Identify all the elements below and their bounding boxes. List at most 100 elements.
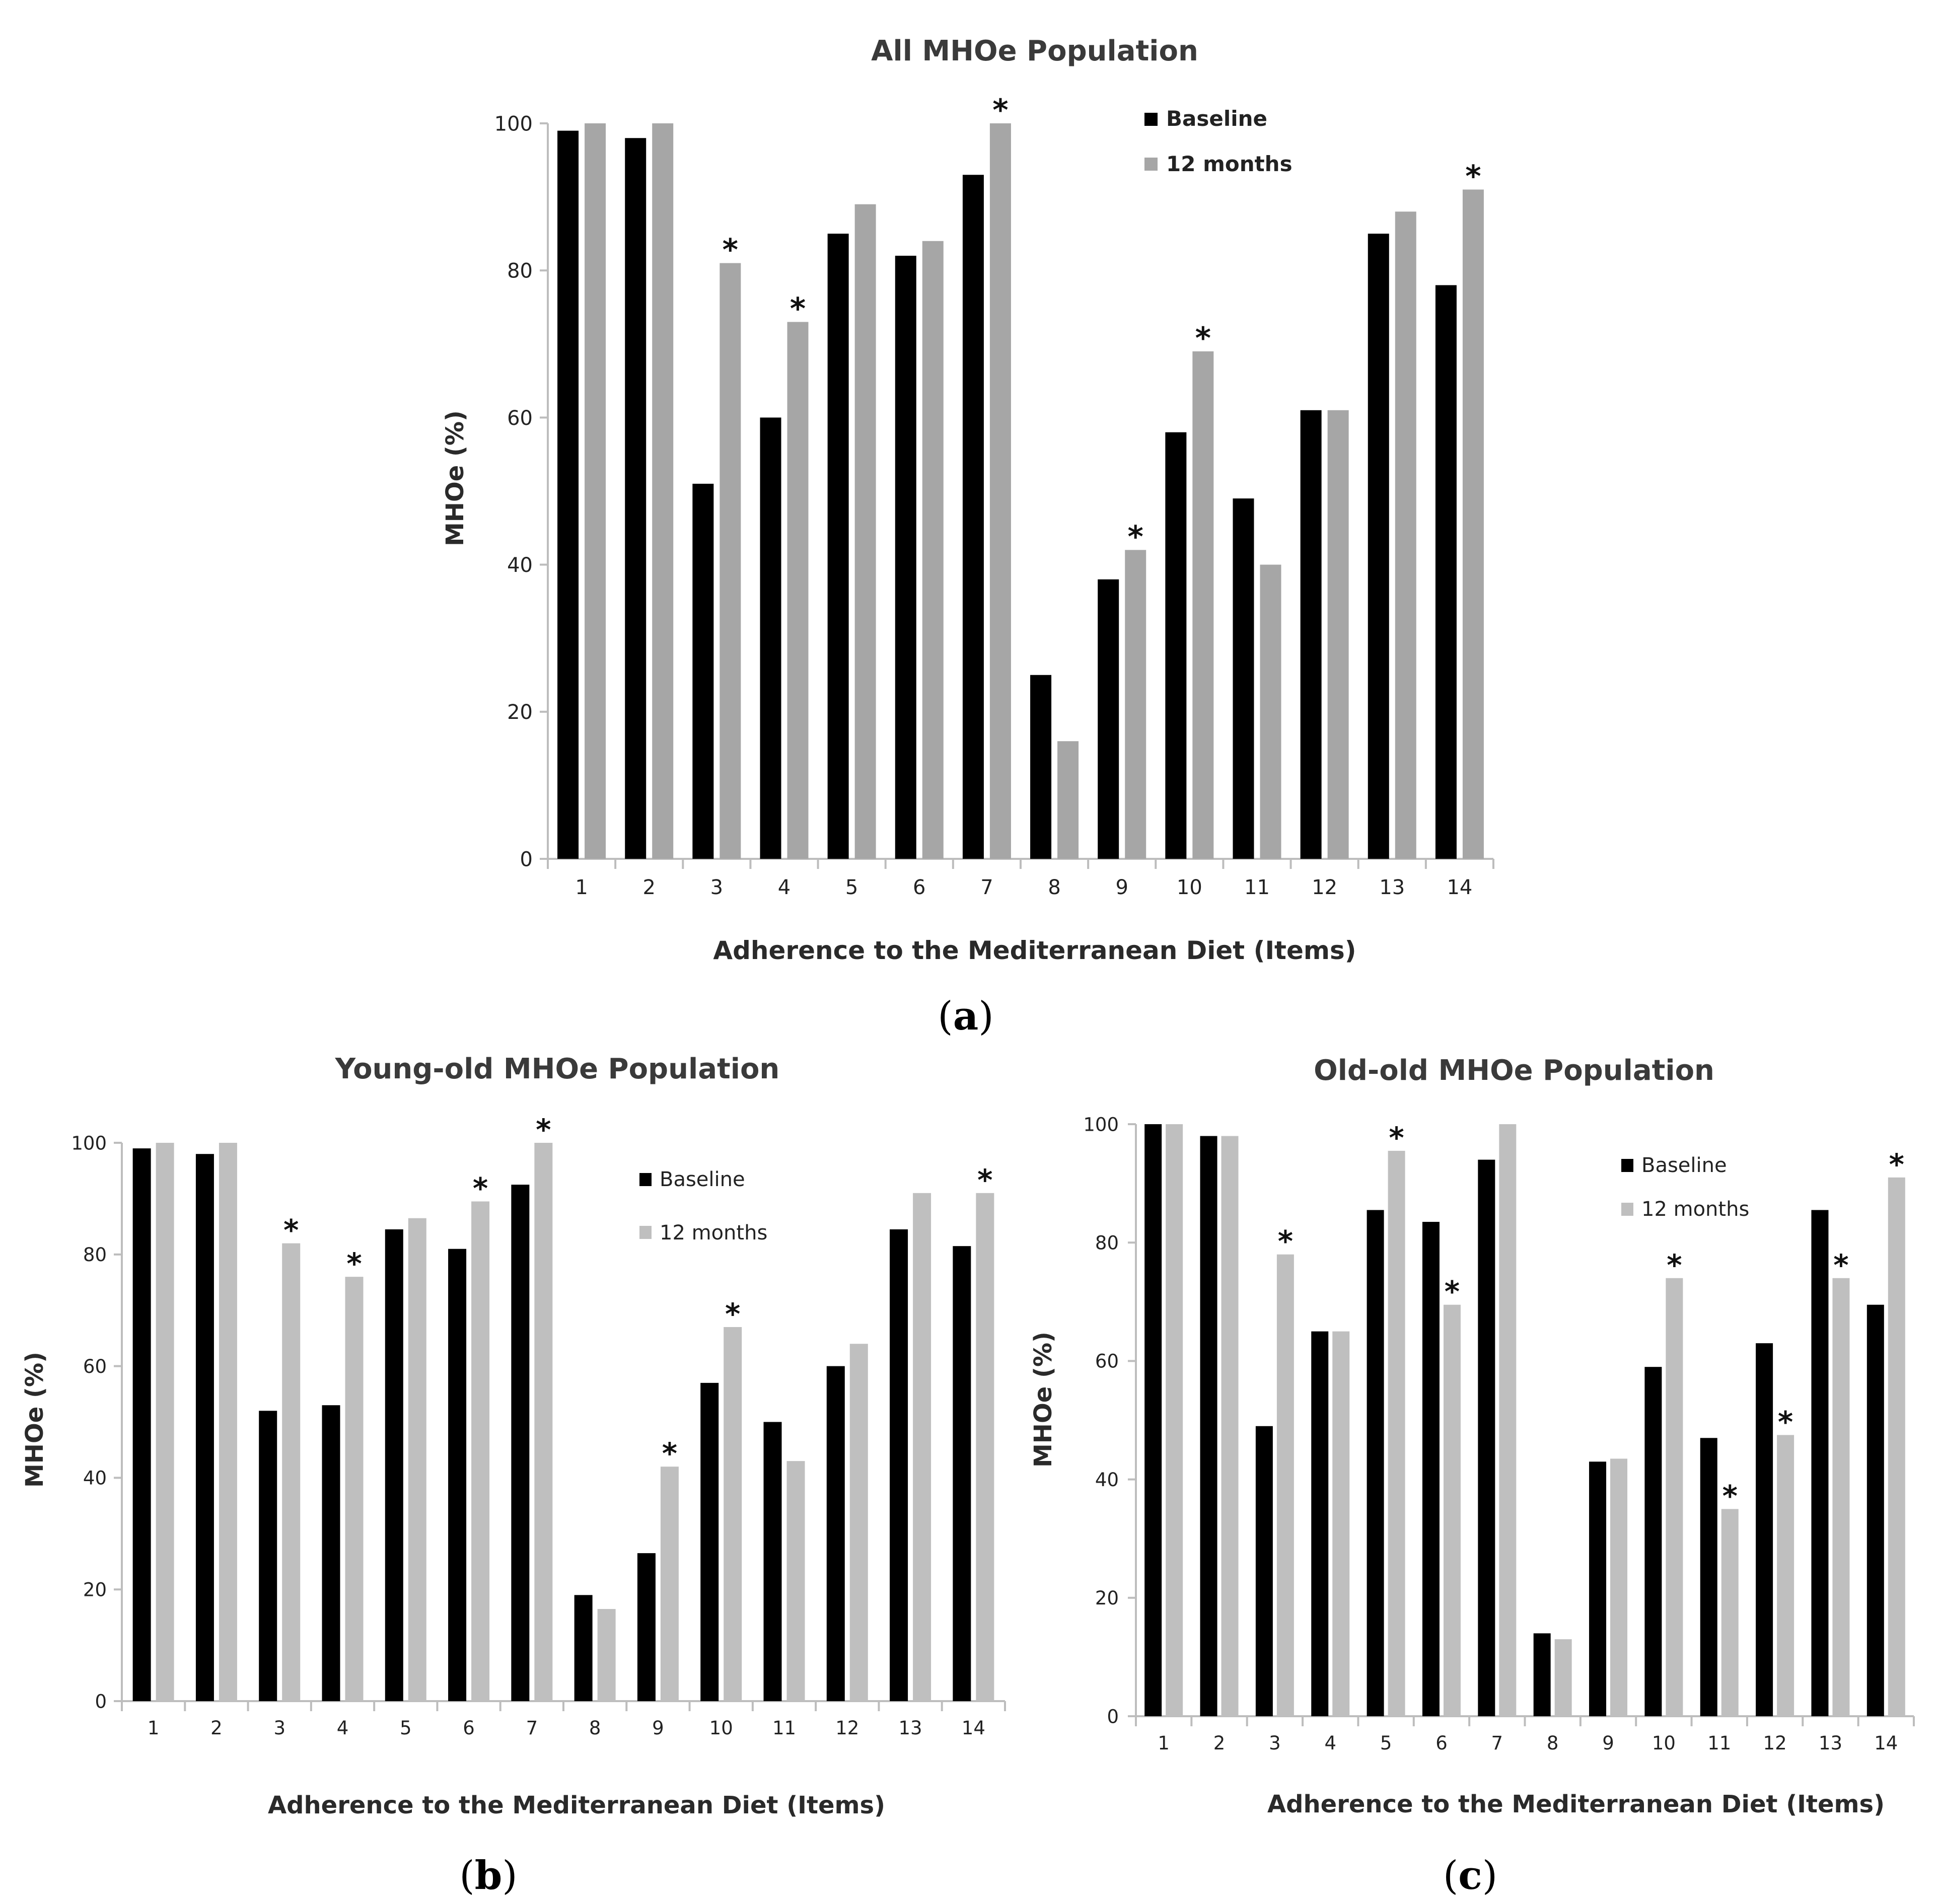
x-tick-label: 9 bbox=[652, 1717, 664, 1739]
bar-baseline-item-6 bbox=[448, 1249, 467, 1701]
x-tick-label: 1 bbox=[148, 1717, 160, 1739]
significance-star: * bbox=[1278, 1224, 1293, 1259]
bar-baseline-item-4 bbox=[760, 417, 781, 859]
x-tick-label: 12 bbox=[1763, 1732, 1787, 1754]
significance-star: * bbox=[1465, 159, 1481, 194]
x-tick-label: 10 bbox=[1652, 1732, 1676, 1754]
x-tick-label: 11 bbox=[772, 1717, 796, 1739]
bar-12-months-item-8 bbox=[1057, 741, 1079, 859]
bar-12-months-item-12 bbox=[1327, 410, 1349, 859]
bar-12-months-item-6 bbox=[1443, 1304, 1461, 1716]
legend: Baseline 12 months bbox=[639, 1168, 767, 1244]
y-tick-label: 100 bbox=[71, 1132, 107, 1154]
panel-label: (a) bbox=[938, 993, 993, 1039]
bar-12-months-item-5 bbox=[854, 204, 876, 859]
y-tick-label: 20 bbox=[507, 701, 533, 724]
legend-label-12-months: 12 months bbox=[660, 1221, 767, 1244]
x-tick-label: 9 bbox=[1602, 1732, 1614, 1754]
y-tick-label: 80 bbox=[507, 260, 533, 283]
x-tick-label: 14 bbox=[962, 1717, 985, 1739]
x-tick-label: 9 bbox=[1115, 876, 1128, 899]
bar-baseline-item-9 bbox=[1098, 579, 1119, 859]
significance-star: * bbox=[1778, 1405, 1793, 1439]
y-tick-label: 20 bbox=[1095, 1587, 1119, 1609]
y-tick-label: 40 bbox=[83, 1468, 107, 1489]
x-tick-label: 1 bbox=[1158, 1732, 1170, 1754]
legend-label-12-months: 12 months bbox=[1641, 1198, 1749, 1221]
chart-title: All MHOe Population bbox=[871, 35, 1198, 67]
x-tick-label: 2 bbox=[642, 876, 655, 899]
bar-12-months-item-7 bbox=[989, 123, 1011, 859]
significance-star: * bbox=[283, 1213, 299, 1248]
bar-12-months-item-13 bbox=[913, 1193, 931, 1701]
x-tick-label: 2 bbox=[1213, 1732, 1226, 1754]
bar-baseline-item-11 bbox=[1233, 498, 1254, 859]
x-tick-label: 14 bbox=[1447, 876, 1472, 899]
bar-baseline-item-10 bbox=[1165, 432, 1187, 859]
bar-baseline-item-12 bbox=[1756, 1343, 1773, 1716]
bar-baseline-item-1 bbox=[557, 130, 579, 859]
bar-baseline-item-8 bbox=[1533, 1633, 1551, 1716]
x-tick-label: 1 bbox=[575, 876, 588, 899]
y-axis-ticks: 0 20 40 60 80 100 bbox=[1083, 1114, 1137, 1727]
bar-12-months-item-12 bbox=[849, 1344, 868, 1701]
y-tick-label: 0 bbox=[1107, 1706, 1119, 1727]
x-axis-label: Adherence to the Mediterranean Diet (Ite… bbox=[268, 1791, 885, 1819]
chart-panel-b: Young-old MHOe Population MHOe (%) Adher… bbox=[21, 1053, 1006, 1898]
y-axis-ticks: 0 20 40 60 80 100 bbox=[494, 112, 549, 871]
bar-baseline-item-4 bbox=[322, 1405, 340, 1701]
y-tick-label: 60 bbox=[83, 1356, 107, 1377]
bar-baseline-item-7 bbox=[962, 175, 984, 859]
bar-12-months-item-1 bbox=[156, 1143, 174, 1701]
y-tick-label: 0 bbox=[520, 848, 533, 871]
bar-baseline-item-3 bbox=[259, 1411, 277, 1701]
x-tick-label: 8 bbox=[1547, 1732, 1559, 1754]
chart-panel-c: Old-old MHOe Population MHOe (%) Adheren… bbox=[1029, 1054, 1915, 1898]
bar-baseline-item-10 bbox=[1644, 1367, 1662, 1716]
x-tick-label: 7 bbox=[526, 1717, 538, 1739]
bar-baseline-item-8 bbox=[1030, 675, 1052, 859]
bar-baseline-item-2 bbox=[625, 138, 647, 859]
bar-baseline-item-7 bbox=[1478, 1159, 1495, 1716]
bar-12-months-item-1 bbox=[1166, 1124, 1183, 1716]
legend-label-baseline: Baseline bbox=[1641, 1154, 1727, 1177]
significance-star: * bbox=[536, 1113, 551, 1147]
y-tick-label: 20 bbox=[83, 1579, 107, 1601]
bar-12-months-item-10 bbox=[1192, 351, 1214, 859]
bar-baseline-item-3 bbox=[1255, 1426, 1273, 1716]
bar-baseline-item-14 bbox=[1435, 285, 1457, 859]
bar-12-months-item-11 bbox=[1260, 564, 1281, 859]
y-tick-label: 40 bbox=[507, 554, 533, 577]
bar-baseline-item-11 bbox=[1700, 1438, 1717, 1716]
legend-swatch-12-months bbox=[1144, 158, 1158, 171]
bar-12-months-item-3 bbox=[282, 1243, 301, 1701]
bar-baseline-item-5 bbox=[385, 1229, 403, 1701]
bar-baseline-item-13 bbox=[890, 1229, 908, 1701]
y-tick-label: 80 bbox=[1095, 1232, 1119, 1254]
significance-star: * bbox=[790, 291, 806, 326]
significance-star: * bbox=[1833, 1248, 1848, 1282]
bar-baseline-item-5 bbox=[1367, 1210, 1384, 1716]
x-tick-label: 14 bbox=[1874, 1732, 1898, 1754]
bar-12-months-item-7 bbox=[1499, 1124, 1517, 1716]
x-tick-label: 8 bbox=[1048, 876, 1060, 899]
bar-12-months-item-3 bbox=[720, 263, 741, 859]
bar-baseline-item-5 bbox=[827, 234, 849, 859]
x-axis-label: Adherence to the Mediterranean Diet (Ite… bbox=[713, 936, 1356, 965]
x-tick-label: 5 bbox=[400, 1717, 412, 1739]
legend-swatch-12-months bbox=[639, 1226, 652, 1239]
bar-baseline-item-12 bbox=[826, 1366, 845, 1701]
y-tick-label: 0 bbox=[95, 1691, 107, 1712]
bar-12-months-item-8 bbox=[597, 1609, 616, 1701]
bar-12-months-item-1 bbox=[585, 123, 606, 859]
bar-baseline-item-14 bbox=[953, 1246, 971, 1701]
bar-12-months-item-12 bbox=[1777, 1435, 1794, 1716]
legend: Baseline 12 months bbox=[1144, 106, 1292, 176]
x-tick-label: 6 bbox=[913, 876, 925, 899]
x-tick-label: 10 bbox=[1177, 876, 1202, 899]
significance-star: * bbox=[723, 233, 738, 268]
y-tick-label: 60 bbox=[507, 407, 533, 430]
bar-baseline-item-1 bbox=[132, 1148, 151, 1701]
y-tick-label: 40 bbox=[1095, 1469, 1119, 1491]
